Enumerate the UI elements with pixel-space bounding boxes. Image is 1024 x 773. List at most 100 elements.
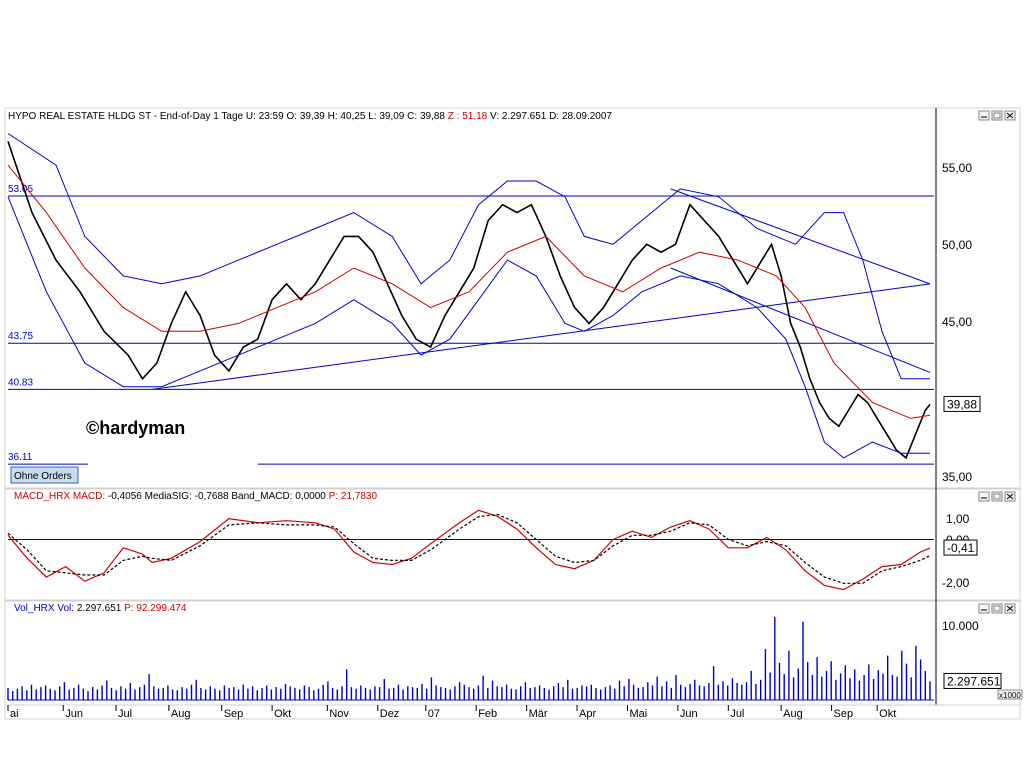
x-axis-band	[4, 704, 1021, 720]
series-mediasig	[7, 513, 931, 584]
ohne-orders-button[interactable]: Ohne Orders	[10, 466, 79, 484]
macd-header-sig-label: MediaSIG:	[145, 491, 192, 502]
series-price	[7, 141, 931, 460]
y-tick-label: 35,00	[942, 470, 972, 484]
volume-bars	[7, 616, 934, 701]
x-tick-label: Sep	[224, 708, 244, 720]
header-high: 40,25	[340, 111, 365, 122]
volume-panel-minimize-button[interactable]	[978, 603, 990, 614]
watermark: ©hardyman	[86, 418, 185, 438]
macd-series	[7, 509, 934, 591]
trendline	[151, 283, 931, 390]
x-tick-label: Sep	[834, 708, 854, 720]
price-y-axis: 55,00 50,00 45,00 35,00	[942, 161, 972, 484]
header-open: 39,39	[300, 111, 325, 122]
header-z: 51,18	[462, 111, 487, 122]
vol-header-name: Vol_HRX	[14, 603, 55, 614]
volume-tick-label: 10.000	[942, 619, 979, 633]
price-panel-minimize-button[interactable]	[978, 110, 990, 121]
header-vol-label: V:	[490, 111, 499, 122]
header-date: 28.09.2007	[562, 111, 612, 122]
x-tick-label: Feb	[478, 708, 497, 720]
ohne-orders-label: Ohne Orders	[14, 471, 72, 482]
price-series	[7, 133, 931, 460]
series-lower-band	[7, 196, 930, 459]
last-value-label: 2.297.651	[947, 674, 1001, 688]
header-vol: 2.297.651	[502, 111, 547, 122]
x-tick-label: Mai	[629, 708, 647, 720]
macd-panel-minimize-button[interactable]	[978, 491, 990, 502]
last-value-badge	[943, 672, 1002, 689]
last-value-badges: 39,88 -0,41 2.297.651	[943, 395, 1002, 689]
macd-panel-maximize-button[interactable]	[991, 491, 1003, 502]
header-high-label: H:	[328, 111, 338, 122]
header-low-label: L:	[368, 111, 376, 122]
x-tick-label: Okt	[274, 708, 291, 720]
horizontal-levels: 53.05 43.75 40.83 36.11	[8, 184, 934, 465]
x-tick-label: Jul	[730, 708, 744, 720]
last-value-label: 39,88	[947, 397, 977, 411]
level-label: 53.05	[8, 184, 33, 195]
volume-panel-maximize-button[interactable]	[991, 603, 1003, 614]
vol-header-vol-label: Vol:	[57, 603, 74, 614]
trendlines	[151, 188, 931, 390]
level-label: 40.83	[8, 377, 33, 388]
macd-header-name: MACD_HRX	[14, 491, 70, 502]
x-tick-label: Aug	[783, 708, 803, 720]
macd-panel-frame	[4, 488, 1021, 601]
x-tick-label: Jun	[680, 708, 698, 720]
volume-panel-close-button[interactable]	[1004, 603, 1016, 614]
x-tick-label: 07	[428, 708, 440, 720]
macd-header-macd: -0,4056	[108, 491, 142, 502]
price-header: HYPO REAL ESTATE HLDG ST - End-of-Day 1 …	[8, 111, 612, 122]
macd-header-macd-label: MACD:	[73, 491, 105, 502]
header-date-label: D:	[549, 111, 559, 122]
x-tick-label: Nov	[329, 708, 349, 720]
header-close-label: C:	[407, 111, 417, 122]
header-open-label: O:	[286, 111, 297, 122]
macd-panel-close-button[interactable]	[1004, 491, 1016, 502]
header-symbol: HYPO REAL ESTATE HLDG ST	[8, 111, 151, 122]
series-moving-average	[7, 164, 931, 419]
volume-y-axis: 10.000 x1000	[942, 619, 1023, 700]
vol-header-p-label: P:	[124, 603, 133, 614]
vol-header-p: 92.299.474	[136, 603, 186, 614]
price-panel-frame	[4, 107, 1021, 489]
header-z-label: Z :	[448, 111, 460, 122]
x-axis: ai Jun Jul Aug Sep Okt Nov Dez 07 Feb Mär Apr Mai Jun…	[4, 704, 1021, 720]
last-value-label: -0,41	[947, 541, 975, 555]
vol-header-vol: 2.297.651	[77, 603, 122, 614]
series-macd	[7, 509, 931, 591]
volume-panel-frame	[4, 600, 1021, 706]
x-tick-label: ai	[10, 708, 19, 720]
last-value-badge	[943, 539, 978, 556]
volume-header: Vol_HRX Vol: 2.297.651 P: 92.299.474	[14, 603, 187, 614]
x-tick-label: Jun	[65, 708, 83, 720]
macd-header: MACD_HRX MACD: -0,4056 MediaSIG: -0,7688…	[14, 491, 377, 502]
header-close: 39,88	[420, 111, 445, 122]
x-tick-label: Aug	[171, 708, 191, 720]
x-tick-label: Jul	[118, 708, 132, 720]
price-panel-maximize-button[interactable]	[991, 110, 1003, 121]
unit-box	[997, 689, 1023, 700]
header-interval: End-of-Day 1 Tage	[160, 111, 244, 122]
x-tick-label: Dez	[380, 708, 400, 720]
macd-header-sig: -0,7688	[195, 491, 229, 502]
x-tick-label: Apr	[579, 708, 596, 720]
unit-label: x1000	[999, 691, 1021, 700]
trendline	[670, 188, 931, 285]
y-tick-label: 50,00	[942, 238, 972, 252]
macd-header-band-label: Band_MACD:	[231, 491, 292, 502]
level-label: 36.11	[8, 452, 33, 463]
price-panel-close-button[interactable]	[1004, 110, 1016, 121]
macd-tick-label: 1,00	[946, 512, 970, 526]
trendline	[670, 267, 931, 373]
y-tick-label: 45,00	[942, 315, 972, 329]
x-tick-label: Okt	[879, 708, 896, 720]
macd-header-band: 0,0000	[295, 491, 326, 502]
macd-header-p: 21,7830	[341, 491, 378, 502]
header-low: 39,09	[379, 111, 404, 122]
macd-header-p-label: P:	[329, 491, 338, 502]
last-value-badge	[943, 395, 981, 412]
